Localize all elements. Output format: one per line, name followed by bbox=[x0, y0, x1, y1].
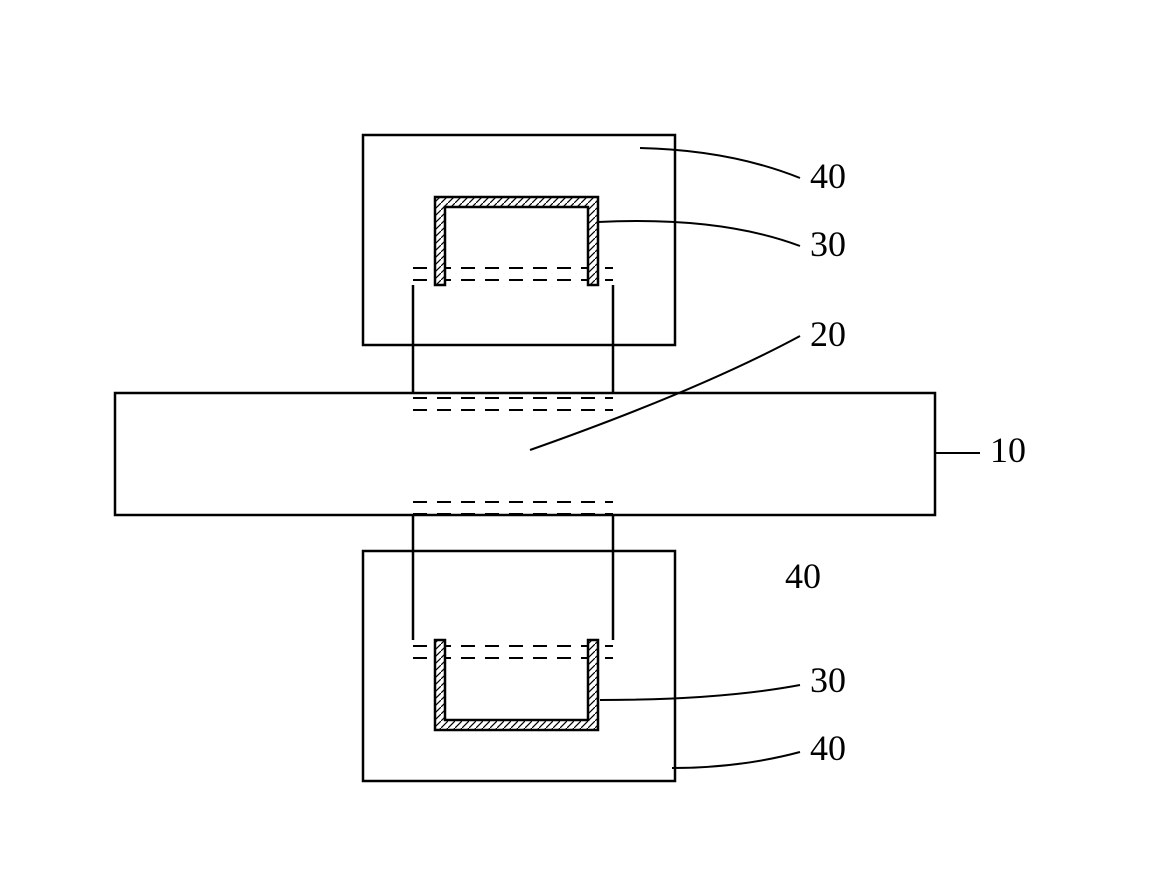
bottom-outer-rect bbox=[363, 551, 675, 781]
label-top_40: 40 bbox=[810, 156, 846, 196]
horizontal-bar bbox=[115, 393, 935, 515]
label-loose_40: 40 bbox=[785, 556, 821, 596]
label-mid_20: 20 bbox=[810, 314, 846, 354]
label-bot_30: 30 bbox=[810, 660, 846, 700]
label-bot_40: 40 bbox=[810, 728, 846, 768]
label-top_30: 30 bbox=[810, 224, 846, 264]
label-right_10: 10 bbox=[990, 430, 1026, 470]
leader-bot-40 bbox=[672, 752, 800, 768]
top-outer-rect bbox=[363, 135, 675, 345]
